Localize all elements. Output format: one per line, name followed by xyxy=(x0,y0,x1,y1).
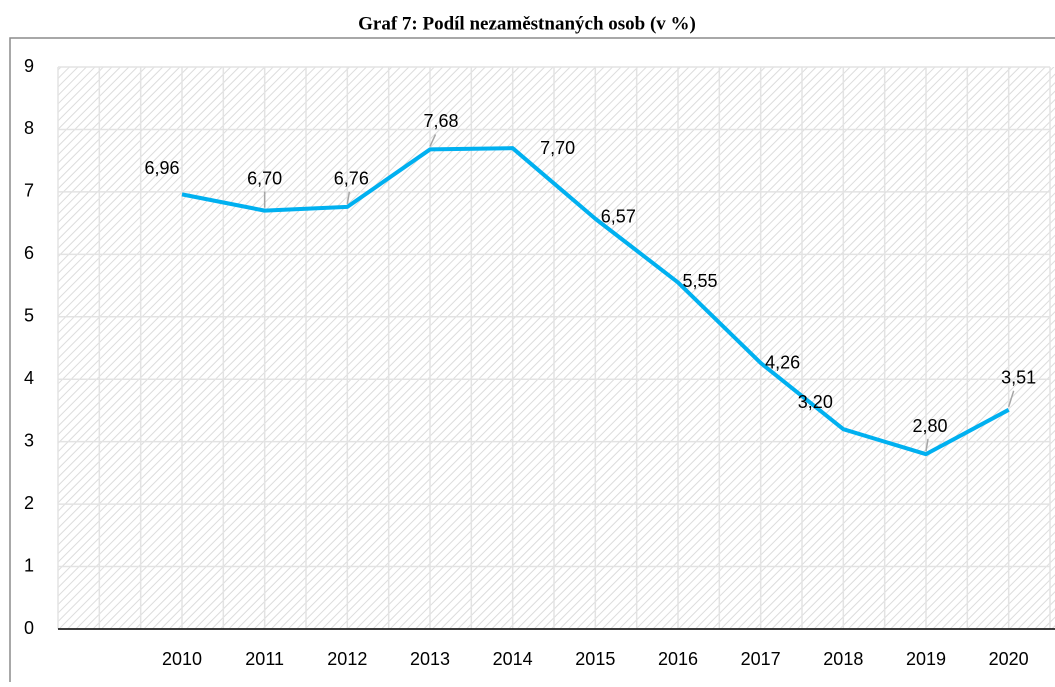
chart-border xyxy=(9,37,1055,687)
leader-line xyxy=(346,191,351,204)
y-tick-label: 8 xyxy=(24,118,34,138)
chart-title: Graf 7: Podíl nezaměstnaných osob (v %) xyxy=(358,13,696,34)
y-tick-label: 6 xyxy=(24,243,34,263)
y-tick-label: 9 xyxy=(24,56,34,76)
data-label: 5,55 xyxy=(682,271,717,291)
data-label: 2,80 xyxy=(912,416,947,436)
y-tick-label: 0 xyxy=(24,618,34,638)
data-label: 6,57 xyxy=(601,206,636,226)
data-label: 3,20 xyxy=(798,392,833,412)
x-tick-label: 2020 xyxy=(989,649,1029,669)
y-tick-label: 3 xyxy=(24,430,34,450)
x-tick-label: 2018 xyxy=(823,649,863,669)
x-tick-label: 2017 xyxy=(741,649,781,669)
plot-area xyxy=(58,67,1055,629)
leader-line xyxy=(925,439,929,452)
data-label: 7,68 xyxy=(423,111,458,131)
x-tick-label: 2010 xyxy=(162,649,202,669)
leader-line xyxy=(429,134,437,147)
line xyxy=(181,146,1010,457)
data-label: 6,70 xyxy=(247,168,282,188)
x-tick-label: 2019 xyxy=(906,649,946,669)
y-tick-label: 7 xyxy=(24,181,34,201)
leader-line xyxy=(1007,390,1015,408)
x-tick-label: 2014 xyxy=(493,649,533,669)
data-label: 6,76 xyxy=(334,169,369,189)
data-label: 4,26 xyxy=(765,353,800,373)
y-tick-label: 5 xyxy=(24,306,34,326)
x-tick-label: 2011 xyxy=(245,649,284,669)
x-tick-label: 2012 xyxy=(327,649,367,669)
data-label: 6,96 xyxy=(144,158,179,178)
x-tick-label: 2016 xyxy=(658,649,698,669)
y-tick-label: 4 xyxy=(24,368,34,388)
x-tick-label: 2013 xyxy=(410,649,450,669)
data-label: 3,51 xyxy=(1001,368,1036,388)
y-tick-label: 1 xyxy=(24,555,34,575)
data-label: 7,70 xyxy=(540,138,575,158)
x-tick-label: 2015 xyxy=(575,649,615,669)
y-tick-label: 2 xyxy=(24,493,34,513)
